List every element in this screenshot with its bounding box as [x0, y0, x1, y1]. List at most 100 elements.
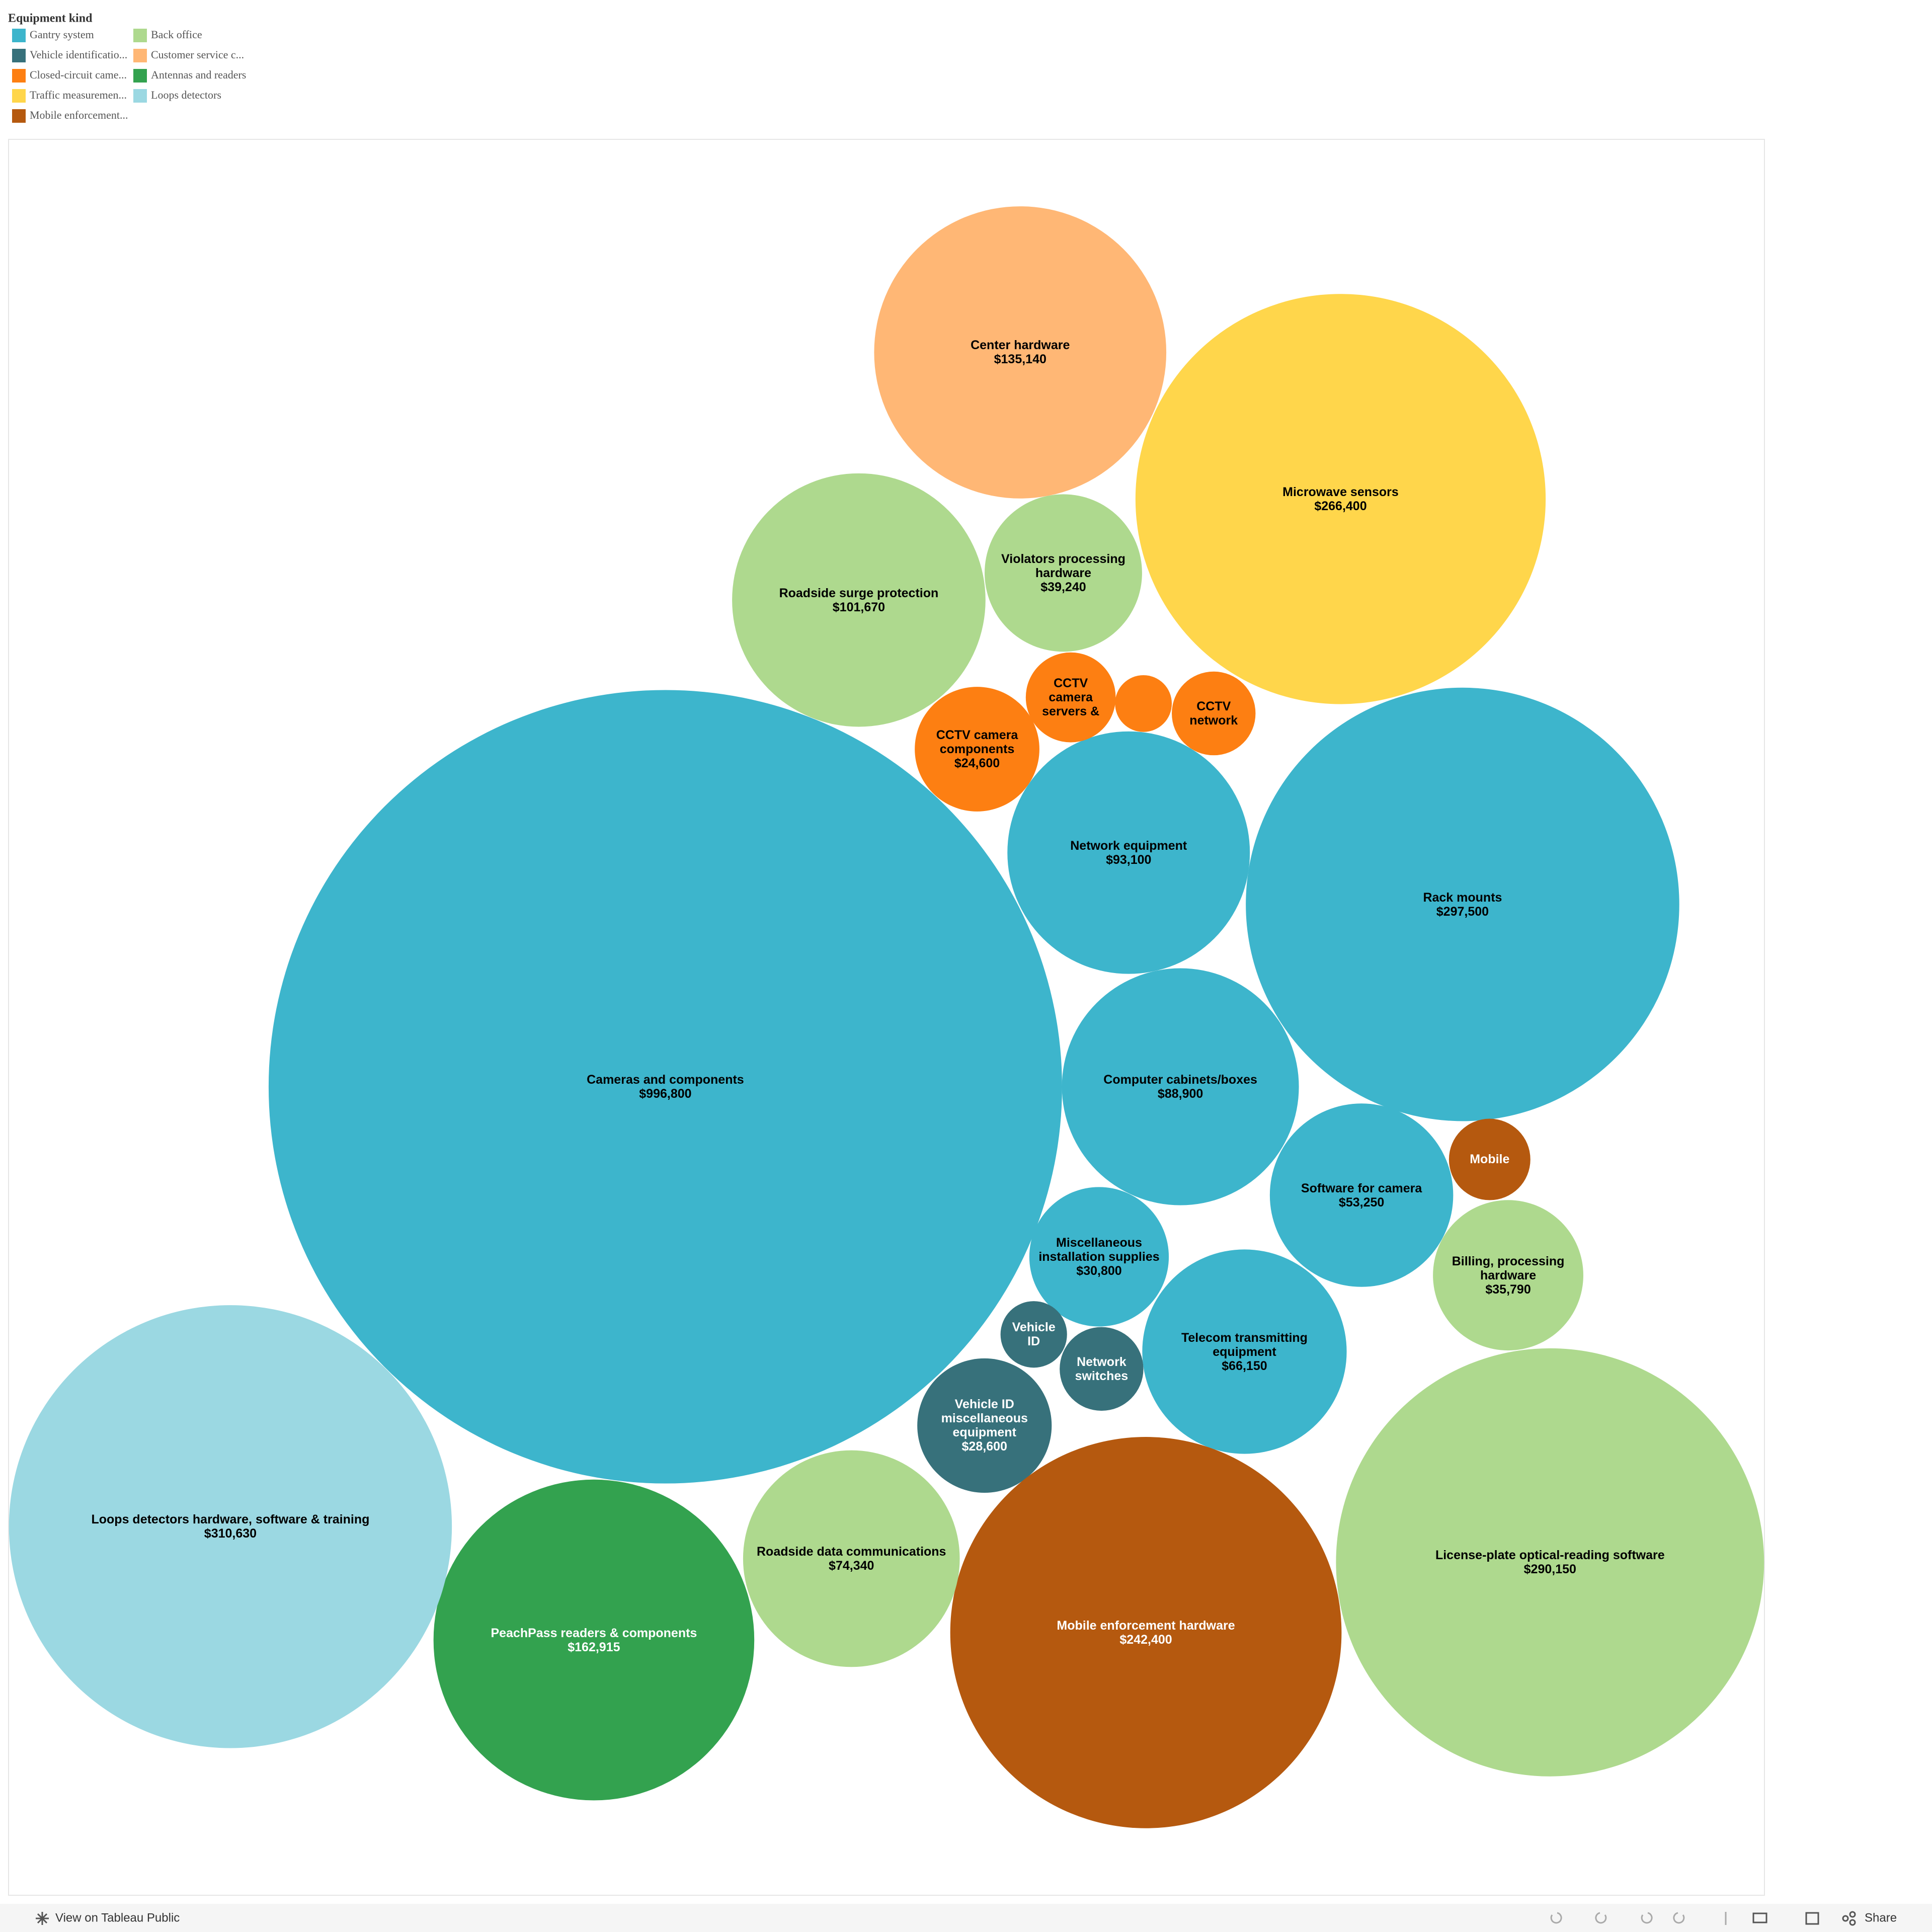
- bubble-label-group: License-plate optical-reading software $2…: [1363, 1391, 1737, 1734]
- bubble-label-box: Roadside data communications$74,340: [757, 1544, 946, 1573]
- bubble-label-box: License-plate optical-reading software$2…: [1363, 1391, 1737, 1734]
- bubble-label-group: Billing, processing hardware $35,790: [1442, 1215, 1574, 1335]
- bubble-label-box: Computer cabinets/boxes$88,900: [1077, 992, 1284, 1182]
- bubble: [1062, 968, 1299, 1205]
- bubble-value-label: $266,400: [1314, 499, 1367, 513]
- bubble: [1269, 1103, 1454, 1287]
- bubble-label: Mobile enforcement hardware: [1057, 1618, 1235, 1633]
- bubble-label: Roadside surge protection: [779, 586, 939, 600]
- bubble-label: CCTV camera servers &: [1042, 676, 1100, 719]
- bubble-label: License-plate optical-reading software: [1435, 1548, 1665, 1563]
- bubble-label-box: CCTV camera servers &: [1042, 676, 1100, 719]
- bubble-label: Mobile: [1470, 1152, 1510, 1167]
- bubble-label-group: Network equipment $93,100: [1022, 756, 1235, 950]
- bubble: [1060, 1327, 1144, 1411]
- bubble-value-label: $30,800: [1076, 1263, 1122, 1278]
- bubble-label-group: Vehicle ID miscellaneous equipment $28,60…: [926, 1372, 1043, 1480]
- bubble-label-group: Cameras and components $996,800: [318, 769, 1012, 1404]
- legend-swatch: [12, 109, 26, 123]
- bubble-value-label: $101,670: [832, 600, 886, 614]
- bubble-label-box: Vehicle ID: [1012, 1320, 1056, 1349]
- bubble-label: PeachPass readers & components: [491, 1626, 697, 1640]
- chart-frame: [8, 139, 1765, 1896]
- bubble-label-group: Loops detectors hardware, software & tra…: [37, 1349, 424, 1704]
- bubble-value-label: $290,150: [1523, 1562, 1576, 1577]
- bubble: [1433, 1200, 1583, 1351]
- bubble-value-label: $35,790: [1485, 1282, 1531, 1297]
- bubble: [1142, 1249, 1347, 1454]
- legend-label: Vehicle identificatio...: [30, 48, 127, 61]
- legend-swatch: [133, 49, 147, 62]
- legend-swatch: [12, 69, 26, 83]
- legend-swatch: [12, 49, 26, 62]
- legend-swatch: [133, 69, 147, 83]
- bubble-label: Vehicle ID: [1012, 1320, 1056, 1349]
- bubble: [732, 473, 986, 727]
- bubble-label-group: Mobile enforcement hardware $242,400: [975, 1476, 1317, 1789]
- bubble-label-box: Roadside surge protection$101,670: [779, 586, 939, 614]
- bubble-value-label: $93,100: [1106, 852, 1152, 867]
- bubble-label: CCTV camera components: [936, 728, 1018, 756]
- bubble-label-box: CCTV network: [1177, 680, 1250, 747]
- legend-label: Mobile enforcement...: [30, 109, 128, 121]
- bubble: [1115, 675, 1172, 732]
- legend-swatch: [12, 29, 26, 42]
- bubble-label: CCTV network: [1189, 699, 1238, 728]
- bubble: [915, 687, 1039, 812]
- bubble-label-group: Violators processing hardware $39,240: [995, 510, 1133, 636]
- bubble-label-group: Telecom transmitting equipment $66,150: [1155, 1270, 1334, 1433]
- bubble: [874, 206, 1167, 499]
- bubble-label: Vehicle ID miscellaneous equipment: [941, 1397, 1028, 1440]
- bubble: [268, 690, 1062, 1484]
- bubble: [985, 494, 1142, 652]
- bubble-label-box: Center hardware$135,140: [971, 338, 1070, 367]
- bubble-value-label: $53,250: [1338, 1195, 1385, 1210]
- bubble-label: Violators processing hardware: [1001, 551, 1125, 580]
- bubble: [950, 1437, 1342, 1828]
- bubble-value-label: $39,240: [1040, 580, 1086, 594]
- toolbar-icons: [1550, 1911, 1856, 1926]
- bubble: [1007, 731, 1250, 974]
- legend-swatch: [133, 89, 147, 103]
- bubble: [1135, 294, 1546, 704]
- view-on-tableau-link[interactable]: View on Tableau Public: [55, 1911, 180, 1924]
- legend-swatch: [12, 89, 26, 103]
- bubble: [1448, 1118, 1531, 1200]
- bubble-label: Center hardware: [971, 338, 1070, 353]
- bubble-label: Computer cabinets/boxes: [1103, 1072, 1257, 1087]
- bubble: [1172, 671, 1256, 756]
- bubble-label-box: Mobile enforcement hardware$242,400: [975, 1476, 1317, 1789]
- bubble-label-group: Mobile: [1454, 1127, 1525, 1192]
- bubble-value-label: $310,630: [204, 1526, 257, 1541]
- bubble-label-box: PeachPass readers & components$162,915: [491, 1626, 697, 1654]
- bubble-label-group: Software for camera $53,250: [1281, 1122, 1442, 1269]
- bubble-label-box: Loops detectors hardware, software & tra…: [37, 1349, 424, 1704]
- bubble-label-box: Network equipment$93,100: [1022, 756, 1235, 950]
- bubble-value-label: $66,150: [1222, 1358, 1267, 1373]
- legend-label: Customer service c...: [151, 48, 244, 61]
- bubble-label-box: Network switches: [1075, 1355, 1129, 1383]
- bubble-value-label: $135,140: [994, 352, 1046, 367]
- bubble-label-group: CCTV network: [1177, 680, 1250, 747]
- bubble-value-label: $242,400: [1119, 1632, 1172, 1647]
- bubble-label-box: Software for camera$53,250: [1281, 1122, 1442, 1269]
- bubble: [433, 1479, 755, 1801]
- legend-label: Closed-circuit came...: [30, 68, 127, 81]
- bubble-label-box: Cameras and components$996,800: [318, 769, 1012, 1404]
- legend-label: Back office: [151, 28, 202, 41]
- share-button[interactable]: Share: [1865, 1911, 1897, 1924]
- bubble: [1025, 652, 1116, 743]
- legend-label: Loops detectors: [151, 89, 221, 101]
- bubble: [1246, 687, 1679, 1121]
- bubble-label: Telecom transmitting equipment: [1181, 1330, 1308, 1359]
- bubble: [9, 1305, 452, 1748]
- bubble: [1336, 1348, 1764, 1777]
- toolbar: [0, 1904, 1932, 1932]
- bubble: [743, 1450, 960, 1667]
- bubble-label-box: Vehicle ID miscellaneous equipment$28,60…: [926, 1372, 1043, 1480]
- bubble-label-box: Miscellaneous installation supplies$30,8…: [1038, 1236, 1159, 1278]
- bubble-label: Roadside data communications: [757, 1544, 946, 1559]
- bubble-label-group: Computer cabinets/boxes $88,900: [1077, 992, 1284, 1182]
- legend-title: Equipment kind: [8, 12, 93, 25]
